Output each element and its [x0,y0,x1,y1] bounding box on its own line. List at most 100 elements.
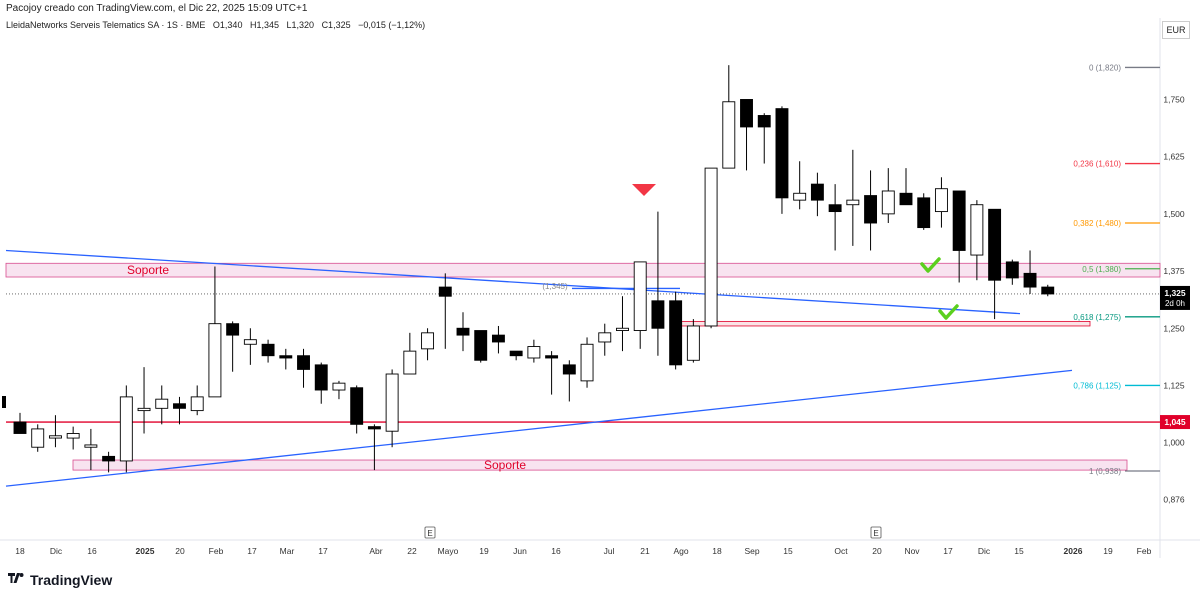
candle[interactable] [66,433,80,439]
candle[interactable] [616,327,629,331]
candle[interactable] [740,99,753,128]
candle[interactable] [385,373,399,432]
candle[interactable] [190,396,204,412]
time-tick-label: Feb [1137,546,1152,556]
time-tick-label: 21 [640,546,650,556]
time-tick-label: 19 [479,546,489,556]
candle[interactable] [509,350,523,357]
candle[interactable] [491,334,505,343]
candle[interactable] [474,330,488,361]
support-zone[interactable] [72,459,1128,471]
candle[interactable] [917,197,931,229]
candle[interactable] [952,190,966,251]
price-tick-label: 1,250 [1163,323,1185,333]
candle[interactable] [84,444,98,448]
candle[interactable] [527,346,541,359]
price-tick-label: 1,000 [1163,438,1185,448]
left-edge-marker [2,396,6,408]
event-marker-label: E [873,529,878,538]
candle[interactable] [598,332,612,343]
support-zone[interactable] [5,262,1161,278]
candle[interactable] [1041,286,1055,295]
ascending-trendline[interactable] [5,369,1073,487]
candle[interactable] [208,323,222,398]
currency-button[interactable]: EUR [1162,21,1190,39]
candle[interactable] [279,355,293,359]
time-tick-label: 18 [15,546,25,556]
candle[interactable] [934,188,948,213]
candle[interactable] [297,355,310,370]
descending-trendline[interactable] [5,249,1021,315]
candle[interactable] [1023,272,1037,288]
time-tick-label: Mar [280,546,295,556]
candle[interactable] [846,199,860,206]
time-tick-label: 20 [175,546,185,556]
candle[interactable] [332,382,346,391]
tradingview-logo-icon [8,573,24,583]
candle[interactable] [757,115,771,128]
candle[interactable] [970,204,984,256]
candle[interactable] [669,300,683,366]
candle[interactable] [864,195,878,224]
candle[interactable] [651,300,665,329]
candle[interactable] [899,192,913,206]
candle[interactable] [456,327,470,336]
time-tick-label: Jul [604,546,615,556]
time-tick-label: 2026 [1064,546,1083,556]
candle[interactable] [48,435,62,439]
time-tick-label: Feb [209,546,224,556]
time-tick-label: Dic [978,546,991,556]
price-annotation: (1,345) [542,282,568,291]
time-tick-label: 16 [87,546,97,556]
candle[interactable] [367,426,381,430]
candle[interactable] [403,350,417,375]
time-tick-label: 20 [872,546,882,556]
price-tick-label: 1,625 [1163,152,1185,162]
small-support-zone[interactable] [679,320,1091,327]
candle[interactable] [438,286,452,297]
candle[interactable] [173,403,186,409]
candle[interactable] [155,398,169,409]
time-tick-label: 22 [407,546,417,556]
event-marker[interactable] [424,526,436,539]
candle[interactable] [722,101,736,169]
time-tick-label: Oct [834,546,848,556]
fib-level-label: 0,786 (1,125) [1073,381,1121,390]
tradingview-logo[interactable]: TradingView [8,570,112,590]
candle[interactable] [119,396,133,462]
candle[interactable] [793,192,807,201]
candle[interactable] [137,407,151,412]
candle[interactable] [686,325,700,361]
candle[interactable] [102,455,116,462]
time-tick-label: Jun [513,546,527,556]
candle[interactable] [580,343,594,382]
candle[interactable] [775,108,789,199]
candle[interactable] [704,167,718,327]
candle[interactable] [421,332,435,350]
candle[interactable] [314,364,328,391]
price-tick-label: 1,500 [1163,209,1185,219]
candle[interactable] [1005,261,1019,279]
candle[interactable] [988,208,1002,281]
symbol-name[interactable]: LleidaNetworks Serveis Telematics SA · 1… [6,20,206,30]
candle[interactable] [261,343,275,357]
candle[interactable] [31,428,45,448]
candle[interactable] [243,339,257,345]
candle[interactable] [881,190,895,215]
candle[interactable] [350,387,364,425]
support-price-tag-label: 1,045 [1164,417,1186,427]
event-marker[interactable] [870,526,882,539]
candle[interactable] [828,204,842,213]
candle[interactable] [633,261,647,331]
candle[interactable] [226,323,240,336]
time-tick-label: 15 [1014,546,1024,556]
time-tick-label: Nov [904,546,920,556]
candle[interactable] [810,183,824,201]
candle[interactable] [13,421,27,434]
time-tick-label: 17 [247,546,257,556]
sell-signal-marker [632,184,656,196]
event-marker-label: E [427,529,432,538]
candle[interactable] [562,364,576,375]
candle[interactable] [545,355,559,359]
